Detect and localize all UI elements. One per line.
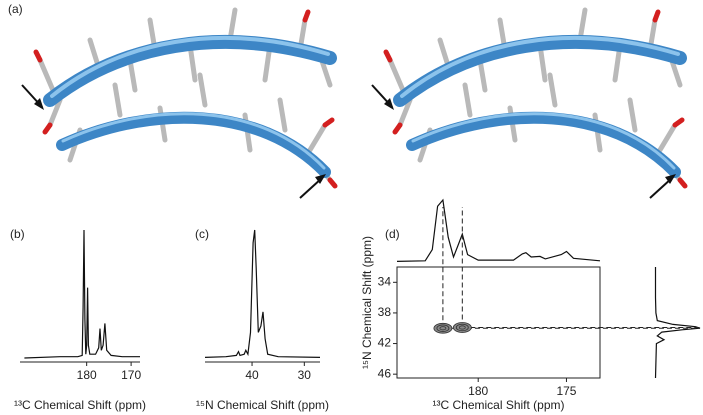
projection-x	[397, 200, 600, 261]
x-tick-label: 180	[77, 368, 97, 382]
structure-right	[372, 10, 685, 198]
structure-left	[22, 10, 335, 198]
x-tick-label: 40	[245, 368, 259, 382]
x-tick-label: 180	[468, 384, 488, 398]
y-tick-label: 46	[378, 366, 392, 380]
x-tick-label: 170	[121, 368, 141, 382]
spectrum	[205, 230, 320, 357]
panel-label: (a)	[8, 2, 23, 16]
x-axis-label: ¹³C Chemical Shift (ppm)	[14, 398, 146, 412]
x-tick-label: 30	[298, 368, 312, 382]
panel-label: (b)	[10, 227, 25, 241]
x-axis-label: ¹³C Chemical Shift (ppm)	[432, 398, 564, 412]
projection-y	[656, 267, 701, 378]
y-tick-label: 38	[378, 305, 392, 319]
figure: (a) (b) 180 170 ¹³C Chemical Shift (ppm) (c)…	[0, 0, 703, 415]
spectrum	[24, 230, 140, 358]
y-axis-label: ¹⁵N Chemical Shift (ppm)	[360, 236, 374, 369]
y-tick-label: 34	[378, 274, 392, 288]
y-tick-label: 42	[378, 336, 392, 350]
x-axis-label: ¹⁵N Chemical Shift (ppm)	[196, 398, 329, 412]
plot-frame	[397, 267, 600, 378]
panel-label: (d)	[385, 227, 400, 241]
x-tick-label: 175	[556, 384, 576, 398]
panel-label: (c)	[195, 227, 209, 241]
